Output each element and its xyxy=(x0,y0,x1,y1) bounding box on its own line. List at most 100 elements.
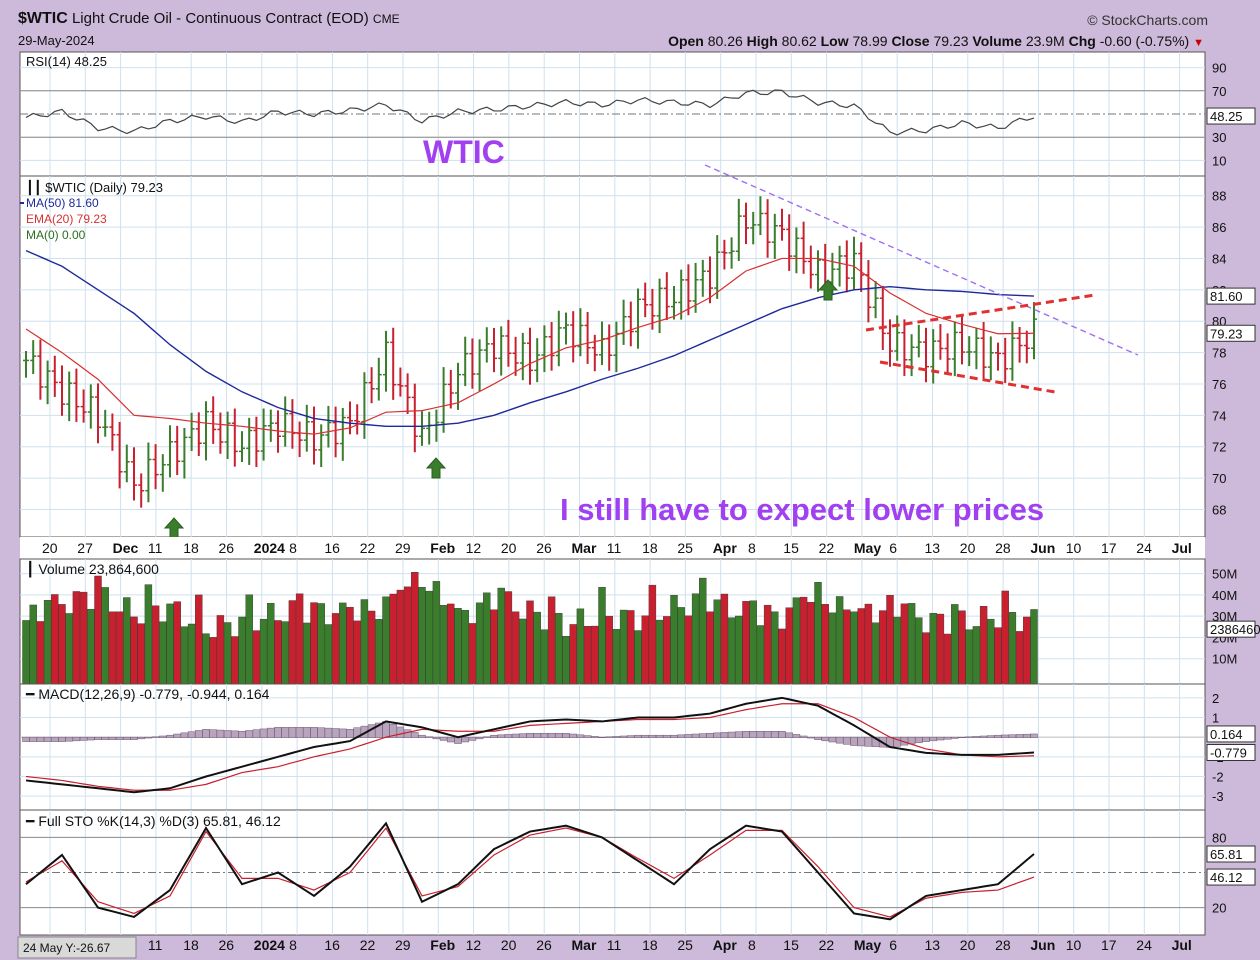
x-tick-label: Dec xyxy=(113,540,139,556)
last-value-box xyxy=(1206,743,1256,761)
volume-bar xyxy=(670,595,678,685)
volume-bar xyxy=(274,620,282,685)
x-tick-label: Feb xyxy=(430,540,455,556)
volume-bar xyxy=(209,637,217,685)
x-tick-label-bottom: 22 xyxy=(819,937,835,953)
chart-date: 29-May-2024 xyxy=(18,33,95,48)
y-tick-label: 68 xyxy=(1212,502,1226,517)
last-value-box xyxy=(1206,725,1256,743)
rsi-legend: RSI(14) 48.25 xyxy=(26,54,107,69)
volume-bar xyxy=(504,591,513,685)
volume-bar xyxy=(547,596,556,685)
volume-bar xyxy=(583,626,592,685)
macd-panel xyxy=(19,683,1206,811)
macd-histogram-bar xyxy=(223,730,232,738)
volume-bar xyxy=(605,615,613,685)
volume-bar xyxy=(288,600,297,685)
y-tick-label: -2 xyxy=(1212,770,1224,785)
macd-histogram-bar xyxy=(267,727,275,738)
sto-legend: ━ Full STO %K(14,3) %D(3) 65.81, 46.12 xyxy=(25,813,281,829)
macd-histogram-bar xyxy=(677,734,685,738)
volume-bar xyxy=(36,621,45,685)
macd-histogram-bar xyxy=(259,728,268,738)
volume-bar xyxy=(43,600,52,685)
macd-histogram-bar xyxy=(979,735,988,738)
brand-logo[interactable]: © StockCharts.com xyxy=(1087,12,1208,28)
macd-histogram-bar xyxy=(281,727,289,738)
volume-bar xyxy=(101,587,109,685)
macd-histogram-bar xyxy=(958,736,966,738)
volume-bar xyxy=(360,599,369,685)
volume-bar xyxy=(396,589,405,685)
macd-histogram-bar xyxy=(598,736,606,738)
last-value-label: 23864600 xyxy=(1210,622,1260,637)
volume-bar xyxy=(353,620,361,685)
macd-histogram-bar xyxy=(936,736,945,741)
macd-histogram-bar xyxy=(648,734,657,738)
x-tick-label: 12 xyxy=(466,540,482,556)
volume-bar xyxy=(576,608,585,685)
y-tick-label: 40M xyxy=(1212,588,1237,603)
volume-bar xyxy=(641,615,649,685)
volume-bar xyxy=(619,609,628,685)
last-value-label: 48.25 xyxy=(1210,109,1243,124)
macd-histogram-bar xyxy=(130,736,138,740)
macd-histogram-bar xyxy=(591,736,599,738)
volume-bar xyxy=(1008,612,1017,685)
last-value-label: 81.60 xyxy=(1210,289,1243,304)
macd-histogram-bar xyxy=(519,733,527,738)
ma50-legend: MA(50) 81.60 xyxy=(26,196,99,210)
macd-histogram-bar xyxy=(634,734,642,738)
x-tick-label: 11 xyxy=(148,540,163,556)
y-tick-label: -3 xyxy=(1212,789,1224,804)
macd-histogram-bar xyxy=(850,736,858,746)
volume-bar xyxy=(987,618,995,685)
macd-histogram-bar xyxy=(94,736,102,740)
macd-histogram-bar xyxy=(166,734,174,738)
x-tick-label: 8 xyxy=(748,540,756,556)
macd-histogram-bar xyxy=(987,735,995,738)
macd-histogram-bar xyxy=(555,732,563,738)
volume-bar xyxy=(612,629,621,685)
macd-histogram-bar xyxy=(835,736,844,744)
x-tick-label: 15 xyxy=(783,540,799,556)
volume-bar xyxy=(317,603,325,685)
macd-histogram-bar xyxy=(526,732,534,738)
macd-histogram-bar xyxy=(475,736,484,740)
x-tick-label-bottom: 20 xyxy=(960,937,976,953)
y-tick-label: 10 xyxy=(1212,153,1226,168)
macd-histogram-bar xyxy=(857,736,865,747)
macd-histogram-bar xyxy=(403,729,412,738)
x-tick-label: Jun xyxy=(1030,540,1055,556)
volume-bar xyxy=(295,593,304,685)
cursor-readout-box xyxy=(17,936,137,959)
macd-histogram-bar xyxy=(331,728,340,738)
macd-histogram-bar xyxy=(562,732,570,738)
x-tick-label-bottom: 16 xyxy=(324,937,340,953)
y-tick-label: 78 xyxy=(1212,346,1226,361)
x-tick-label-bottom: Apr xyxy=(713,937,738,953)
annotation-comment: I still have to expect lower prices xyxy=(560,492,1044,527)
last-value-box xyxy=(1206,845,1256,863)
macd-signal-line xyxy=(25,703,1035,791)
volume-bar xyxy=(857,608,865,685)
volume-bar xyxy=(187,623,196,685)
y-tick-label: 70 xyxy=(1212,471,1226,486)
macd-histogram-bar xyxy=(655,734,664,738)
macd-histogram-bar xyxy=(490,734,498,738)
ohlc-readout: Open 80.26 High 80.62 Low 78.99 Close 79… xyxy=(668,33,1204,49)
last-value-label: 0.164 xyxy=(1210,727,1243,742)
x-tick-label-bottom: 26 xyxy=(536,937,552,953)
macd-histogram-bar xyxy=(807,736,815,739)
volume-bar xyxy=(778,628,786,685)
x-tick-label: 20 xyxy=(960,540,976,556)
macd-histogram-bar xyxy=(288,727,297,738)
macd-histogram-bar xyxy=(706,732,714,738)
volume-bar xyxy=(1030,609,1038,685)
volume-legend: ┃ Volume 23,864,600 xyxy=(26,560,159,578)
x-tick-label-bottom: 11 xyxy=(607,937,622,953)
macd-histogram-bar xyxy=(425,736,433,738)
macd-histogram-bar xyxy=(187,731,196,738)
volume-bar xyxy=(706,611,714,685)
